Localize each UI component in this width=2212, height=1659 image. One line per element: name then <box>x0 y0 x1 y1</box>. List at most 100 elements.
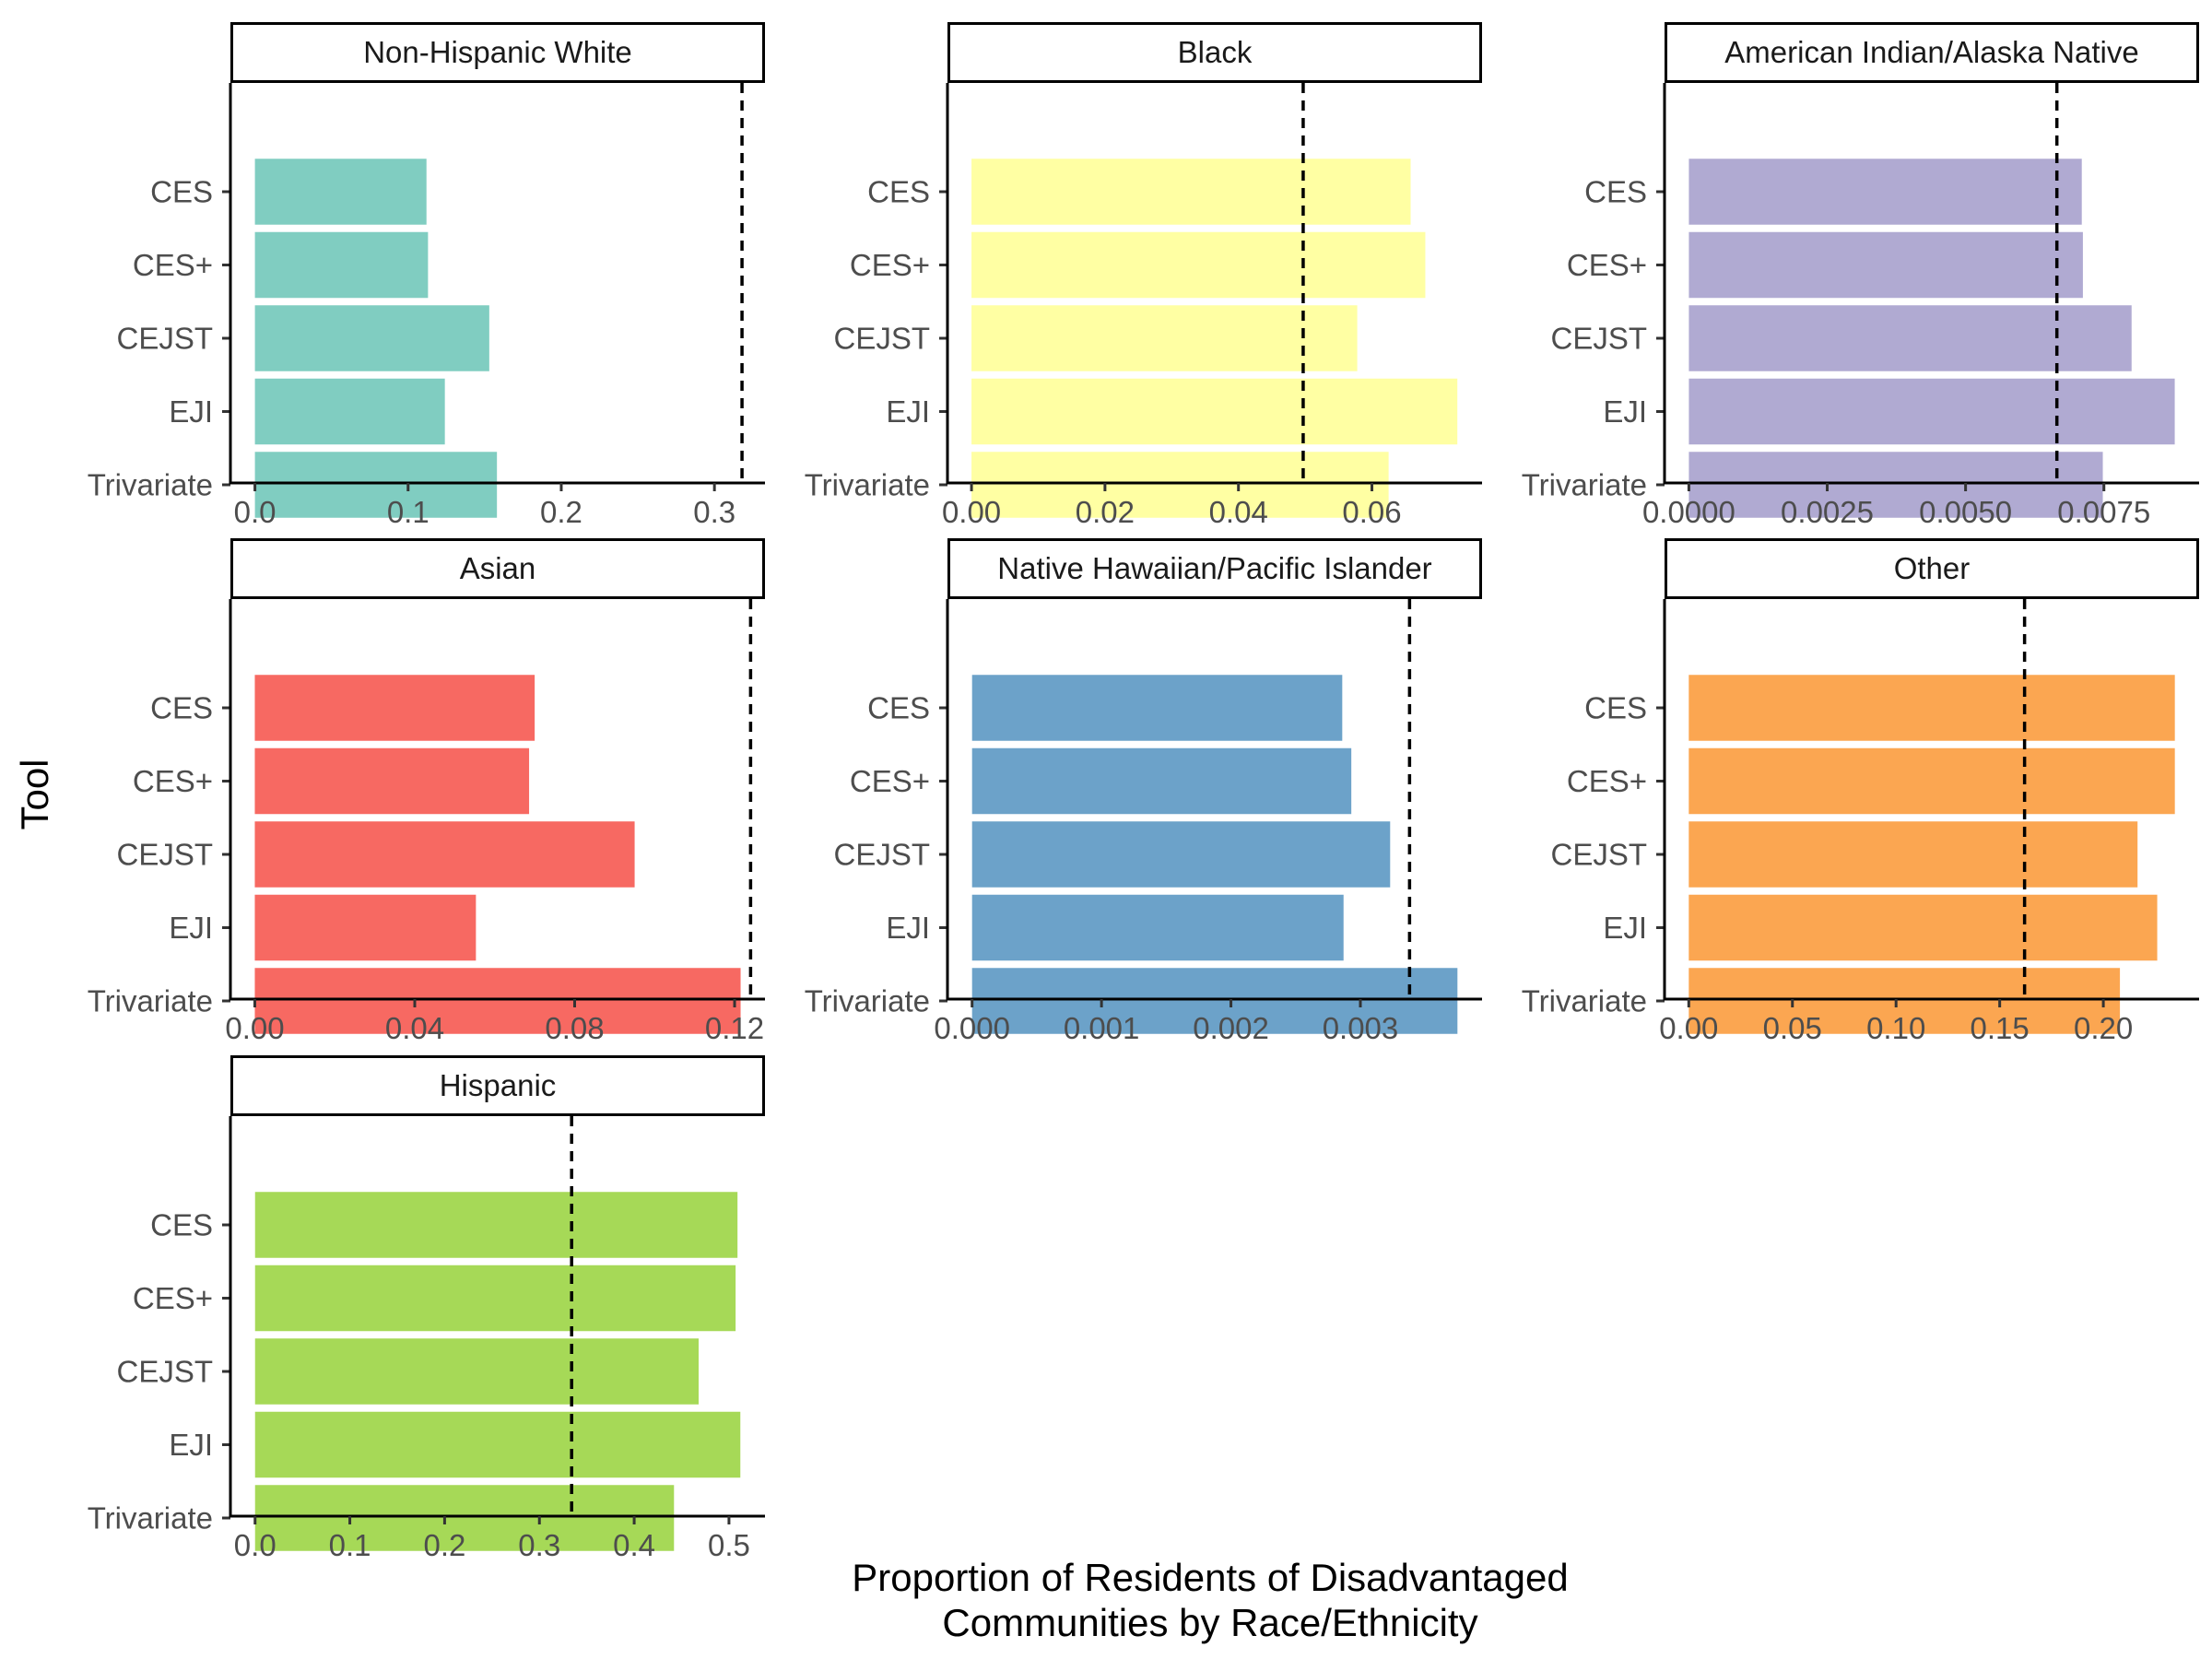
bar-eji <box>971 378 1458 445</box>
facet-title: Native Hawaiian/Pacific Islander <box>997 551 1431 585</box>
bar-trivariate <box>971 968 1458 1034</box>
x-tick-label: 0.20 <box>2074 1011 2133 1045</box>
facet-title: Non-Hispanic White <box>363 35 632 69</box>
bar-ces <box>1688 159 2082 225</box>
x-tick-label: 0.5 <box>708 1528 750 1562</box>
x-tick-label: 0.003 <box>1323 1011 1399 1045</box>
x-axis-title-line: Proportion of Residents of Disadvantaged <box>852 1556 1568 1599</box>
x-tick-label: 0.04 <box>1209 495 1268 529</box>
facet-panel-other: Other CES CES+ CEJST EJI Trivariate 0.00 0.05 0.… <box>1522 538 2199 1045</box>
y-tick-label: CEJST <box>1550 322 1647 356</box>
facet-panel-native-hawaiian-pacific-islander: Native Hawaiian/Pacific Islander CES CES+ C… <box>805 538 1482 1045</box>
x-tick-label: 0.15 <box>1971 1011 2030 1045</box>
y-tick-label: CEJST <box>116 1355 213 1389</box>
y-tick-label: CEJST <box>116 838 213 872</box>
facet-strip-other <box>1665 538 2199 599</box>
bar-trivariate <box>971 452 1389 518</box>
bar-ces <box>254 1192 738 1258</box>
x-tick-label: 0.001 <box>1064 1011 1140 1045</box>
y-tick-label: CES <box>1584 175 1647 209</box>
y-tick-label: CES <box>150 1208 213 1242</box>
x-tick-label: 0.08 <box>545 1011 604 1045</box>
x-tick-label: 0.02 <box>1076 495 1135 529</box>
bar-cejst <box>971 305 1358 371</box>
x-tick-label: 0.04 <box>385 1011 444 1045</box>
facet-strip-black <box>947 22 1482 83</box>
y-tick-label: EJI <box>1603 394 1647 429</box>
y-tick-label: CEJST <box>833 838 930 872</box>
bar-eji <box>254 894 477 961</box>
x-tick-label: 0.2 <box>423 1528 465 1562</box>
y-tick-label: CES <box>867 175 930 209</box>
facet-strip-asian <box>230 538 765 599</box>
y-tick-label: EJI <box>1603 911 1647 945</box>
bar-ces <box>1688 747 2175 815</box>
bar-ces <box>254 159 427 225</box>
x-tick-label: 0.0075 <box>2057 495 2150 529</box>
facet-title: Other <box>1894 551 1971 585</box>
y-tick-label: Trivariate <box>805 984 930 1018</box>
x-tick-label: 0.00 <box>225 1011 284 1045</box>
bar-ces <box>254 747 530 815</box>
y-tick-label: EJI <box>169 394 213 429</box>
bar-trivariate <box>1688 452 2103 518</box>
x-tick-label: 0.00 <box>1659 1011 1718 1045</box>
y-tick-label: Trivariate <box>88 468 213 502</box>
facet-panel-black: Black CES CES+ CEJST EJI Trivariate 0.00 0.02 0.… <box>805 22 1482 529</box>
bar-eji <box>254 378 445 445</box>
y-tick-label: CES <box>867 691 930 725</box>
y-tick-label: Trivariate <box>88 1501 213 1535</box>
bar-trivariate <box>254 452 498 518</box>
y-tick-label: CES+ <box>133 248 213 282</box>
bar-ces <box>254 1265 736 1332</box>
y-tick-label: CES+ <box>850 764 930 798</box>
bar-eji <box>1688 378 2175 445</box>
facet-title: Black <box>1178 35 1253 69</box>
facet-strip-hispanic <box>230 1055 765 1116</box>
x-tick-label: 0.3 <box>518 1528 560 1562</box>
x-tick-label: 0.3 <box>693 495 735 529</box>
y-tick-label: Trivariate <box>88 984 213 1018</box>
facet-panel-non-hispanic-white: Non-Hispanic White CES CES+ CEJST EJI Trivari… <box>88 22 765 529</box>
y-tick-label: CES <box>1584 691 1647 725</box>
bar-trivariate <box>254 968 741 1034</box>
facet-title: Asian <box>460 551 536 585</box>
bar-cejst <box>254 821 635 888</box>
y-axis-title: Tool <box>13 759 56 830</box>
x-tick-label: 0.10 <box>1866 1011 1925 1045</box>
y-tick-label: CEJST <box>1550 838 1647 872</box>
x-tick-label: 0.12 <box>705 1011 764 1045</box>
x-tick-label: 0.0000 <box>1642 495 1735 529</box>
bar-cejst <box>254 1338 700 1405</box>
x-tick-label: 0.0050 <box>1919 495 2012 529</box>
y-tick-label: Trivariate <box>1522 468 1647 502</box>
x-tick-label: 0.06 <box>1342 495 1401 529</box>
bar-ces <box>971 231 1426 299</box>
x-axis-title: Proportion of Residents of Disadvantaged… <box>852 1556 1568 1644</box>
y-tick-label: CES+ <box>1567 248 1647 282</box>
bar-ces <box>1688 231 2083 299</box>
bar-ces <box>254 231 429 299</box>
bar-ces <box>971 159 1411 225</box>
bar-trivariate <box>1688 968 2121 1034</box>
bar-ces <box>971 747 1352 815</box>
bar-cejst <box>254 305 489 371</box>
y-tick-label: CES+ <box>133 764 213 798</box>
bar-cejst <box>1688 821 2138 888</box>
y-tick-label: EJI <box>169 1428 213 1462</box>
x-tick-label: 0.2 <box>540 495 582 529</box>
facet-panels: Non-Hispanic White CES CES+ CEJST EJI Trivari… <box>88 22 2199 1562</box>
x-tick-label: 0.1 <box>329 1528 371 1562</box>
y-tick-label: CES+ <box>850 248 930 282</box>
x-tick-label: 0.4 <box>613 1528 655 1562</box>
bar-cejst <box>1688 305 2132 371</box>
y-tick-label: Trivariate <box>1522 984 1647 1018</box>
y-tick-label: CES+ <box>133 1281 213 1315</box>
bar-ces <box>1688 675 2175 741</box>
x-tick-label: 0.002 <box>1193 1011 1269 1045</box>
facet-panel-american-indian-alaska-native: American Indian/Alaska Native CES CES+ CEJS… <box>1522 22 2199 529</box>
facet-strip-non-hispanic-white <box>230 22 765 83</box>
y-tick-label: CES+ <box>1567 764 1647 798</box>
y-tick-label: CEJST <box>116 322 213 356</box>
